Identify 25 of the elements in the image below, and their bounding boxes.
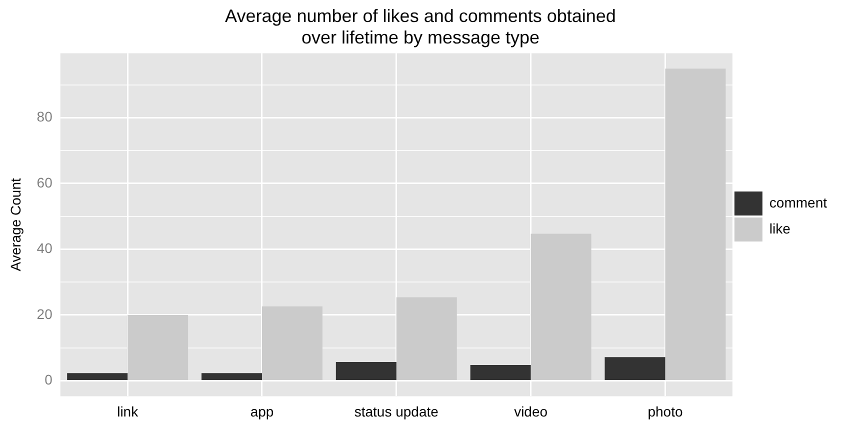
bar — [665, 68, 726, 380]
y-tick-label: 20 — [36, 306, 53, 322]
text: Average number of likes and comments obtained — [225, 6, 616, 26]
bar — [67, 373, 128, 380]
text: over lifetime by message type — [301, 27, 540, 48]
y-tick-label: 60 — [36, 174, 53, 190]
legend-label: comment — [769, 194, 828, 210]
bar — [396, 297, 457, 380]
x-tick-label: photo — [648, 403, 683, 420]
bar — [530, 234, 592, 380]
bar — [202, 373, 262, 380]
bar — [336, 362, 396, 380]
x-tick-label: link — [117, 403, 140, 420]
legend-label: like — [769, 220, 791, 236]
bar — [128, 314, 188, 380]
y-tick-label: 40 — [36, 240, 53, 256]
y-tick-label: 0 — [44, 372, 53, 388]
x-tick-label: status update — [354, 403, 439, 420]
bar — [604, 357, 666, 380]
x-tick-label: video — [514, 403, 548, 420]
y-axis-title: Average Count — [7, 178, 24, 272]
bar — [262, 306, 322, 380]
bar — [470, 364, 531, 380]
y-tick-label: 80 — [36, 108, 53, 125]
x-tick-label: app — [250, 403, 274, 420]
